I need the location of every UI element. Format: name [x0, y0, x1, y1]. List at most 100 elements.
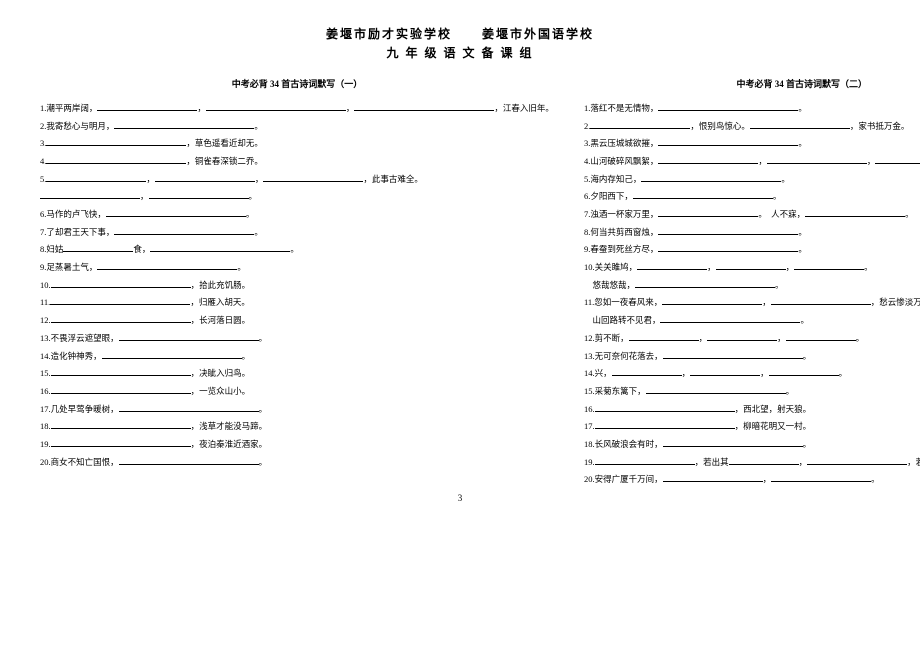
worksheet-page: 姜堰市励才实验学校 姜堰市外国语学校 九 年 级 语 文 备 课 组 中考必背 … — [0, 0, 920, 513]
fill-blank[interactable] — [716, 260, 786, 270]
fill-blank[interactable] — [354, 101, 494, 111]
fill-blank[interactable] — [63, 242, 133, 252]
fill-blank[interactable] — [658, 101, 798, 111]
fill-blank[interactable] — [51, 366, 191, 376]
question-item: 19.，夜泊秦淮近酒家。 — [40, 436, 554, 454]
fill-blank[interactable] — [51, 384, 191, 394]
fill-blank[interactable] — [595, 455, 695, 465]
fill-blank[interactable] — [729, 455, 799, 465]
fill-blank[interactable] — [149, 189, 249, 199]
header: 姜堰市励才实验学校 姜堰市外国语学校 九 年 级 语 文 备 课 组 — [40, 25, 880, 63]
question-item: 悠哉悠哉，。 — [584, 277, 920, 295]
fill-blank[interactable] — [786, 331, 856, 341]
question-item: 11.，归雁入胡天。 — [40, 294, 554, 312]
question-item: 12.剪不断，，，。 — [584, 330, 920, 348]
left-title: 中考必背 34 首古诗词默写（一） — [40, 75, 554, 94]
fill-blank[interactable] — [119, 402, 259, 412]
fill-blank[interactable] — [635, 278, 775, 288]
question-item: 20.安得广厦千万间，，。 — [584, 471, 920, 489]
question-item: 12.，长河落日圆。 — [40, 312, 554, 330]
header-line-2: 九 年 级 语 文 备 课 组 — [40, 44, 880, 63]
fill-blank[interactable] — [119, 455, 259, 465]
fill-blank[interactable] — [646, 384, 786, 394]
fill-blank[interactable] — [658, 207, 758, 217]
fill-blank[interactable] — [807, 455, 907, 465]
fill-blank[interactable] — [106, 207, 246, 217]
fill-blank[interactable] — [590, 119, 690, 129]
question-item: 10.，拾此充饥肠。 — [40, 277, 554, 295]
question-item: 16.，一览众山小。 — [40, 383, 554, 401]
question-item: 8.何当共剪西窗烛，。 — [584, 224, 920, 242]
fill-blank[interactable] — [50, 295, 190, 305]
fill-blank[interactable] — [769, 366, 839, 376]
fill-blank[interactable] — [707, 331, 777, 341]
question-item: 山回路转不见君，。 — [584, 312, 920, 330]
fill-blank[interactable] — [658, 242, 798, 252]
fill-blank[interactable] — [51, 278, 191, 288]
column-right: 中考必背 34 首古诗词默写（二） 1.落红不是无情物，。2.，恨别鸟惊心。，家… — [584, 71, 920, 489]
fill-blank[interactable] — [663, 437, 803, 447]
fill-blank[interactable] — [102, 349, 242, 359]
question-item: 11.忽如一夜春风来，，，愁云惨淡万里凝。 — [584, 294, 920, 312]
fill-blank[interactable] — [612, 366, 682, 376]
question-item: 13.不畏浮云遮望眼，。 — [40, 330, 554, 348]
fill-blank[interactable] — [663, 349, 803, 359]
question-item: 9.春蚕到死丝方尽，。 — [584, 241, 920, 259]
fill-blank[interactable] — [97, 101, 197, 111]
fill-blank[interactable] — [658, 136, 798, 146]
question-item: 16.，西北望，射天狼。 — [584, 401, 920, 419]
question-item: 8.妇姑食，。 — [40, 241, 554, 259]
fill-blank[interactable] — [794, 260, 864, 270]
fill-blank[interactable] — [206, 101, 346, 111]
fill-blank[interactable] — [40, 189, 140, 199]
fill-blank[interactable] — [641, 172, 781, 182]
question-item: 13.无可奈何花落去，。 — [584, 348, 920, 366]
fill-blank[interactable] — [46, 154, 186, 164]
page-number: 3 — [40, 493, 880, 503]
fill-blank[interactable] — [658, 225, 798, 235]
fill-blank[interactable] — [662, 295, 762, 305]
fill-blank[interactable] — [114, 119, 254, 129]
question-item: ，。 — [40, 188, 554, 206]
fill-blank[interactable] — [771, 472, 871, 482]
question-item: 2.我寄愁心与明月，。 — [40, 118, 554, 136]
fill-blank[interactable] — [771, 295, 871, 305]
fill-blank[interactable] — [767, 154, 867, 164]
question-item: 7.浊酒一杯家万里，。 人不寐，。 — [584, 206, 920, 224]
fill-blank[interactable] — [155, 172, 255, 182]
question-item: 6.马作的卢飞快，。 — [40, 206, 554, 224]
question-item: 15.采菊东篱下，。 — [584, 383, 920, 401]
fill-blank[interactable] — [114, 225, 254, 235]
question-item: 3.黑云压城城欲摧，。 — [584, 135, 920, 153]
fill-blank[interactable] — [46, 172, 146, 182]
fill-blank[interactable] — [51, 419, 191, 429]
question-item: 10.关关雎鸠，，，。 — [584, 259, 920, 277]
fill-blank[interactable] — [663, 472, 763, 482]
fill-blank[interactable] — [595, 402, 735, 412]
question-item: 5.海内存知己，。 — [584, 171, 920, 189]
fill-blank[interactable] — [263, 172, 363, 182]
fill-blank[interactable] — [875, 154, 920, 164]
question-item: 9.足蒸暑土气，。 — [40, 259, 554, 277]
fill-blank[interactable] — [690, 366, 760, 376]
fill-blank[interactable] — [633, 189, 773, 199]
fill-blank[interactable] — [51, 313, 191, 323]
header-line-1: 姜堰市励才实验学校 姜堰市外国语学校 — [40, 25, 880, 44]
question-item: 3.，草色遥看近却无。 — [40, 135, 554, 153]
question-item: 15.，决眦入归鸟。 — [40, 365, 554, 383]
fill-blank[interactable] — [658, 154, 758, 164]
fill-blank[interactable] — [660, 313, 800, 323]
fill-blank[interactable] — [51, 437, 191, 447]
fill-blank[interactable] — [805, 207, 905, 217]
fill-blank[interactable] — [629, 331, 699, 341]
fill-blank[interactable] — [150, 242, 290, 252]
fill-blank[interactable] — [750, 119, 850, 129]
question-item: 6.夕阳西下，。 — [584, 188, 920, 206]
question-item: 18.，浅草才能没马蹄。 — [40, 418, 554, 436]
fill-blank[interactable] — [595, 419, 735, 429]
question-item: 19.，若出其，，若出其。 — [584, 454, 920, 472]
fill-blank[interactable] — [119, 331, 259, 341]
fill-blank[interactable] — [46, 136, 186, 146]
fill-blank[interactable] — [97, 260, 237, 270]
fill-blank[interactable] — [637, 260, 707, 270]
